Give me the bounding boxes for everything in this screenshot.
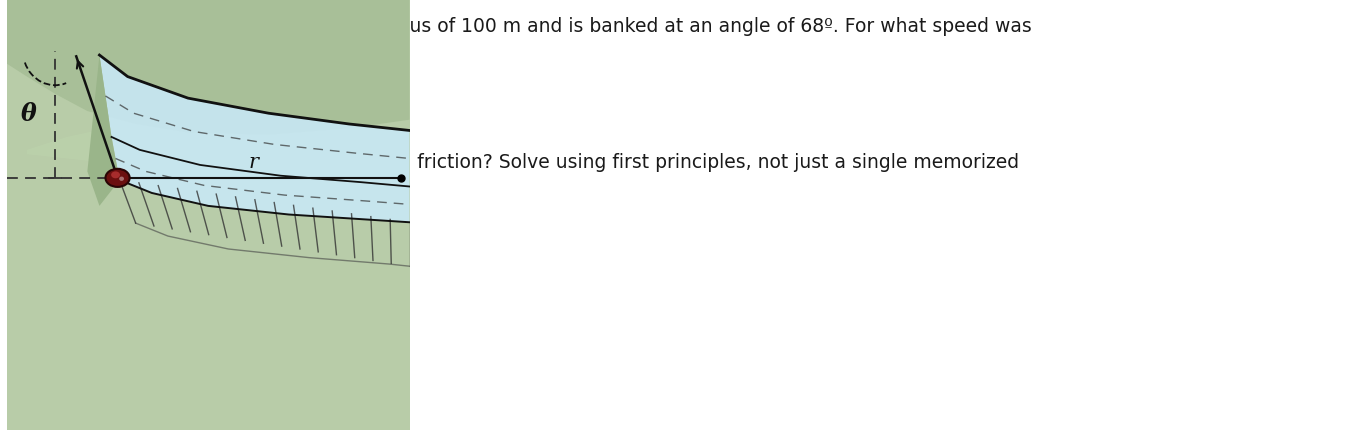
Polygon shape bbox=[7, 0, 409, 430]
Text: 2.A race track curve has a radius of 100 m and is banked at an angle of 68º. For: 2.A race track curve has a radius of 100… bbox=[120, 17, 1032, 36]
Text: r: r bbox=[248, 153, 258, 172]
Polygon shape bbox=[112, 138, 409, 223]
Polygon shape bbox=[7, 215, 409, 430]
Text: equation for full marks.: equation for full marks. bbox=[120, 290, 340, 309]
Polygon shape bbox=[7, 0, 409, 135]
Polygon shape bbox=[120, 181, 410, 267]
Polygon shape bbox=[87, 56, 120, 206]
Polygon shape bbox=[27, 129, 168, 163]
Ellipse shape bbox=[105, 169, 130, 187]
Polygon shape bbox=[100, 56, 409, 187]
Text: θ: θ bbox=[20, 101, 37, 126]
Ellipse shape bbox=[119, 177, 124, 181]
Text: the curve designed, neglecting friction? Solve using first principles, not just : the curve designed, neglecting friction?… bbox=[120, 153, 1020, 172]
Ellipse shape bbox=[111, 172, 120, 179]
